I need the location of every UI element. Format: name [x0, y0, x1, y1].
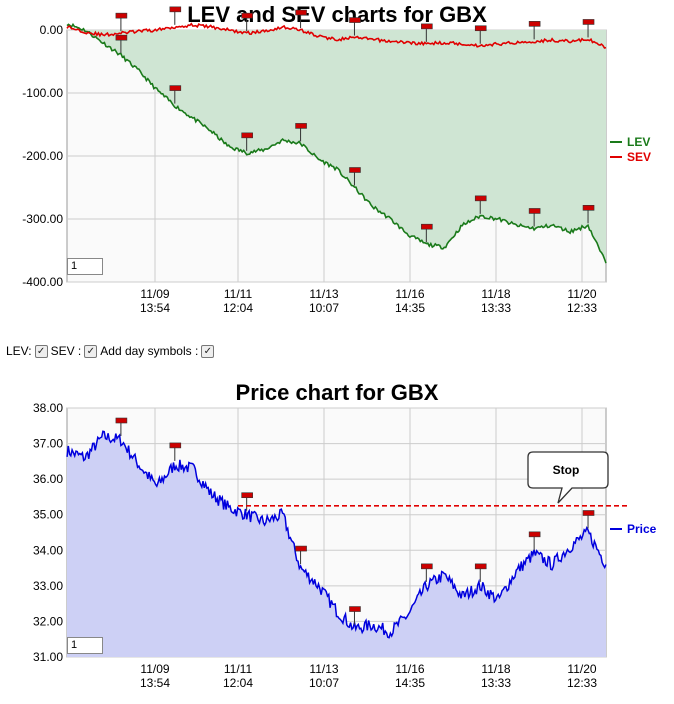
day-flag — [295, 545, 307, 552]
x-tick-time: 14:35 — [395, 676, 425, 690]
y-tick-label: 38.00 — [33, 401, 63, 415]
day-flag — [528, 21, 541, 27]
x-tick-time: 13:54 — [140, 676, 170, 690]
day-flag — [349, 167, 361, 173]
day-flag — [295, 9, 307, 16]
x-tick-time: 12:33 — [567, 676, 597, 690]
x-tick-date: 11/18 — [481, 662, 510, 676]
x-tick-date: 11/16 — [395, 662, 424, 676]
day-flag — [582, 205, 595, 211]
x-tick-date: 11/20 — [567, 662, 596, 676]
day-flag — [421, 23, 433, 30]
lev-sev-zoom-input[interactable]: 1 — [67, 258, 103, 275]
day-flag — [241, 492, 253, 499]
sev-line — [66, 22, 607, 49]
x-tick-time: 13:54 — [140, 301, 170, 315]
day-symbols-checkbox[interactable]: ✓ — [201, 344, 215, 358]
day-flag — [474, 25, 487, 32]
x-tick-time: 14:35 — [395, 301, 425, 315]
x-tick-date: 11/11 — [224, 287, 253, 301]
day-flag — [169, 442, 182, 449]
lev-sev-chart-title: LEV and SEV charts for GBX — [187, 2, 487, 27]
y-tick-label: -100.00 — [22, 86, 63, 100]
stop-callout-label: Stop — [553, 463, 580, 477]
price-legend-label: Price — [627, 522, 657, 536]
x-tick-date: 11/18 — [481, 287, 510, 301]
x-tick-time: 12:04 — [223, 676, 253, 690]
sev-toggle-label: SEV : — [50, 344, 82, 358]
day-flag — [474, 195, 487, 202]
day-flag — [582, 510, 595, 516]
y-tick-label: 32.00 — [33, 614, 63, 628]
day-flag — [349, 17, 361, 23]
price-line — [66, 430, 607, 639]
x-tick-date: 11/09 — [140, 662, 169, 676]
lev-sev-chart: 0.00-100.00-200.00-300.00-400.0011/0913:… — [22, 6, 651, 315]
lev-area — [67, 30, 606, 264]
lev-toggle-label: LEV: — [6, 344, 32, 358]
stop-callout — [527, 451, 609, 504]
lev-checkbox[interactable]: ✓ — [34, 344, 48, 358]
day-flag — [115, 12, 128, 19]
day-flag — [474, 563, 487, 570]
day-flag — [528, 531, 541, 538]
day-symbols-label: Add day symbols : — [100, 344, 199, 358]
x-tick-date: 11/20 — [567, 287, 596, 301]
x-tick-date: 11/13 — [309, 662, 338, 676]
x-tick-date: 11/11 — [224, 662, 253, 676]
lev-line — [66, 22, 607, 264]
sev-legend-label: SEV — [627, 150, 651, 164]
day-flag — [295, 123, 307, 129]
lev-legend-label: LEV — [627, 135, 650, 149]
y-tick-label: 37.00 — [33, 437, 63, 451]
chart-controls: LEV: ✓ SEV : ✓ Add day symbols : ✓ — [6, 344, 215, 358]
y-tick-label: -300.00 — [22, 212, 63, 226]
y-tick-label: 31.00 — [33, 650, 63, 664]
day-flag — [582, 19, 595, 25]
day-flag — [115, 34, 128, 41]
y-tick-label: 34.00 — [33, 543, 63, 557]
x-tick-time: 10:07 — [309, 676, 339, 690]
day-flag — [241, 12, 253, 19]
y-tick-label: -200.00 — [22, 149, 63, 163]
day-flag — [169, 85, 182, 91]
x-tick-time: 12:33 — [567, 301, 597, 315]
day-flag — [421, 223, 433, 230]
x-tick-date: 11/16 — [395, 287, 424, 301]
x-tick-time: 13:33 — [481, 301, 511, 315]
x-tick-time: 13:33 — [481, 676, 511, 690]
day-flag — [115, 417, 128, 424]
price-zoom-input[interactable]: 1 — [67, 637, 103, 654]
x-tick-date: 11/09 — [140, 287, 169, 301]
day-flag — [169, 6, 182, 13]
sev-checkbox[interactable]: ✓ — [84, 344, 98, 358]
y-tick-label: 33.00 — [33, 579, 63, 593]
price-chart-title: Price chart for GBX — [235, 380, 439, 405]
day-flag — [421, 563, 433, 570]
x-tick-time: 12:04 — [223, 301, 253, 315]
y-tick-label: 0.00 — [40, 23, 64, 37]
day-flag — [241, 132, 253, 139]
day-flag — [528, 208, 541, 214]
y-tick-label: -400.00 — [22, 275, 63, 289]
y-tick-label: 36.00 — [33, 472, 63, 486]
y-tick-label: 35.00 — [33, 508, 63, 522]
x-tick-time: 10:07 — [309, 301, 339, 315]
x-tick-date: 11/13 — [309, 287, 338, 301]
day-flag — [349, 606, 361, 612]
